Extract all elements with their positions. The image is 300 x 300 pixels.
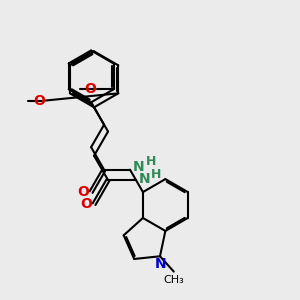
Text: O: O — [84, 82, 96, 96]
Text: N: N — [155, 257, 167, 271]
Text: N: N — [133, 160, 145, 174]
Text: N: N — [138, 172, 150, 185]
Text: O: O — [34, 94, 46, 107]
Text: CH₃: CH₃ — [164, 274, 184, 284]
Text: O: O — [77, 185, 89, 199]
Text: H: H — [146, 155, 157, 168]
Text: O: O — [81, 197, 93, 211]
Text: H: H — [151, 168, 162, 181]
